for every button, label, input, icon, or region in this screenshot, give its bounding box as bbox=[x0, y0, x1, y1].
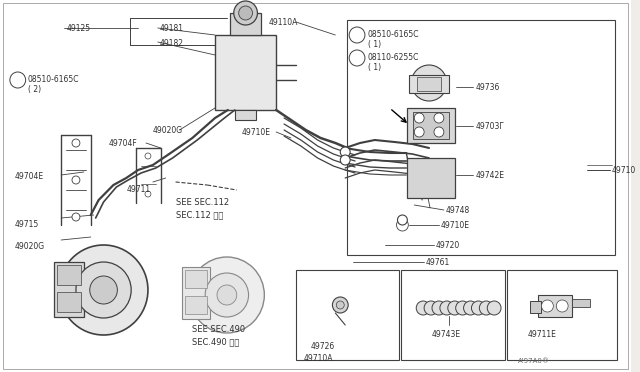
Circle shape bbox=[145, 153, 151, 159]
Bar bbox=[215, 35, 276, 110]
Text: 49761: 49761 bbox=[426, 258, 451, 267]
Circle shape bbox=[145, 191, 151, 197]
Circle shape bbox=[479, 301, 493, 315]
Text: 49704F: 49704F bbox=[109, 139, 137, 148]
Circle shape bbox=[434, 113, 444, 123]
Circle shape bbox=[239, 6, 253, 20]
Text: SEE SEC.490: SEE SEC.490 bbox=[193, 325, 246, 334]
Text: SEE SEC.112: SEE SEC.112 bbox=[175, 198, 228, 207]
Text: 49710E: 49710E bbox=[441, 221, 470, 230]
Text: SEC.490 参照: SEC.490 参照 bbox=[193, 337, 240, 346]
Circle shape bbox=[340, 155, 350, 165]
Text: S: S bbox=[355, 33, 360, 42]
Text: 49110A: 49110A bbox=[268, 18, 298, 27]
Bar bbox=[186, 270, 207, 288]
Circle shape bbox=[337, 301, 344, 309]
Text: 49020G: 49020G bbox=[15, 242, 45, 251]
Text: 49710E: 49710E bbox=[242, 128, 271, 137]
Text: 49742E: 49742E bbox=[476, 171, 504, 180]
Circle shape bbox=[340, 147, 350, 157]
Circle shape bbox=[463, 301, 477, 315]
Circle shape bbox=[189, 257, 264, 333]
Text: 49743E: 49743E bbox=[432, 330, 461, 339]
Text: 49181: 49181 bbox=[160, 24, 184, 33]
Circle shape bbox=[556, 300, 568, 312]
Bar bbox=[296, 270, 399, 360]
Circle shape bbox=[59, 245, 148, 335]
Circle shape bbox=[397, 215, 407, 225]
Bar bbox=[57, 265, 81, 285]
Circle shape bbox=[432, 301, 446, 315]
Bar bbox=[407, 158, 454, 198]
Circle shape bbox=[397, 219, 408, 231]
Circle shape bbox=[456, 301, 470, 315]
Text: SEC.112 参照: SEC.112 参照 bbox=[175, 210, 223, 219]
Circle shape bbox=[72, 139, 80, 147]
Text: 49710: 49710 bbox=[612, 166, 636, 175]
Bar bbox=[417, 77, 441, 91]
Text: ( 1): ( 1) bbox=[368, 40, 381, 49]
Bar bbox=[407, 108, 454, 143]
Circle shape bbox=[76, 262, 131, 318]
Bar bbox=[401, 270, 505, 360]
Circle shape bbox=[448, 301, 461, 315]
Text: 49125: 49125 bbox=[67, 24, 91, 33]
Circle shape bbox=[541, 300, 554, 312]
Bar bbox=[572, 299, 590, 307]
Bar bbox=[54, 262, 84, 317]
Bar bbox=[538, 295, 572, 317]
Text: 49711E: 49711E bbox=[528, 330, 557, 339]
Bar bbox=[182, 267, 210, 319]
Text: A'97A0®: A'97A0® bbox=[518, 358, 550, 364]
Circle shape bbox=[349, 50, 365, 66]
Text: ( 1): ( 1) bbox=[368, 63, 381, 72]
Circle shape bbox=[424, 301, 438, 315]
Bar bbox=[186, 296, 207, 314]
Bar bbox=[230, 13, 261, 35]
Bar bbox=[347, 20, 616, 255]
Circle shape bbox=[416, 301, 430, 315]
Text: 49711: 49711 bbox=[126, 185, 150, 194]
Circle shape bbox=[434, 127, 444, 137]
Text: 49703Γ: 49703Γ bbox=[476, 122, 504, 131]
Circle shape bbox=[472, 301, 485, 315]
Text: 49736: 49736 bbox=[476, 83, 500, 92]
Bar bbox=[57, 292, 81, 312]
Circle shape bbox=[217, 285, 237, 305]
Bar bbox=[235, 110, 257, 120]
Text: 08110-6255C: 08110-6255C bbox=[368, 53, 419, 62]
Text: 49704E: 49704E bbox=[15, 172, 44, 181]
Circle shape bbox=[440, 301, 454, 315]
Text: 49720: 49720 bbox=[436, 241, 460, 250]
Circle shape bbox=[332, 297, 348, 313]
Text: 49726: 49726 bbox=[310, 342, 335, 351]
Text: 49710A: 49710A bbox=[304, 354, 333, 363]
Bar bbox=[507, 270, 618, 360]
Text: 49748: 49748 bbox=[446, 206, 470, 215]
Text: 08510-6165C: 08510-6165C bbox=[28, 75, 79, 84]
Circle shape bbox=[72, 176, 80, 184]
Bar bbox=[530, 301, 541, 313]
Circle shape bbox=[10, 72, 26, 88]
Bar bbox=[410, 75, 449, 93]
Text: 08510-6165C: 08510-6165C bbox=[368, 30, 419, 39]
Text: B: B bbox=[355, 57, 360, 65]
Circle shape bbox=[414, 113, 424, 123]
Circle shape bbox=[205, 273, 248, 317]
Bar bbox=[413, 112, 449, 139]
Circle shape bbox=[414, 127, 424, 137]
Text: 49020G: 49020G bbox=[153, 126, 183, 135]
Circle shape bbox=[234, 1, 257, 25]
Circle shape bbox=[90, 276, 117, 304]
Text: 49715: 49715 bbox=[15, 220, 39, 229]
Circle shape bbox=[349, 27, 365, 43]
Circle shape bbox=[72, 213, 80, 221]
Circle shape bbox=[412, 65, 447, 101]
Circle shape bbox=[487, 301, 501, 315]
Text: S: S bbox=[15, 80, 20, 86]
Text: ( 2): ( 2) bbox=[28, 85, 41, 94]
Text: 49182: 49182 bbox=[160, 39, 184, 48]
